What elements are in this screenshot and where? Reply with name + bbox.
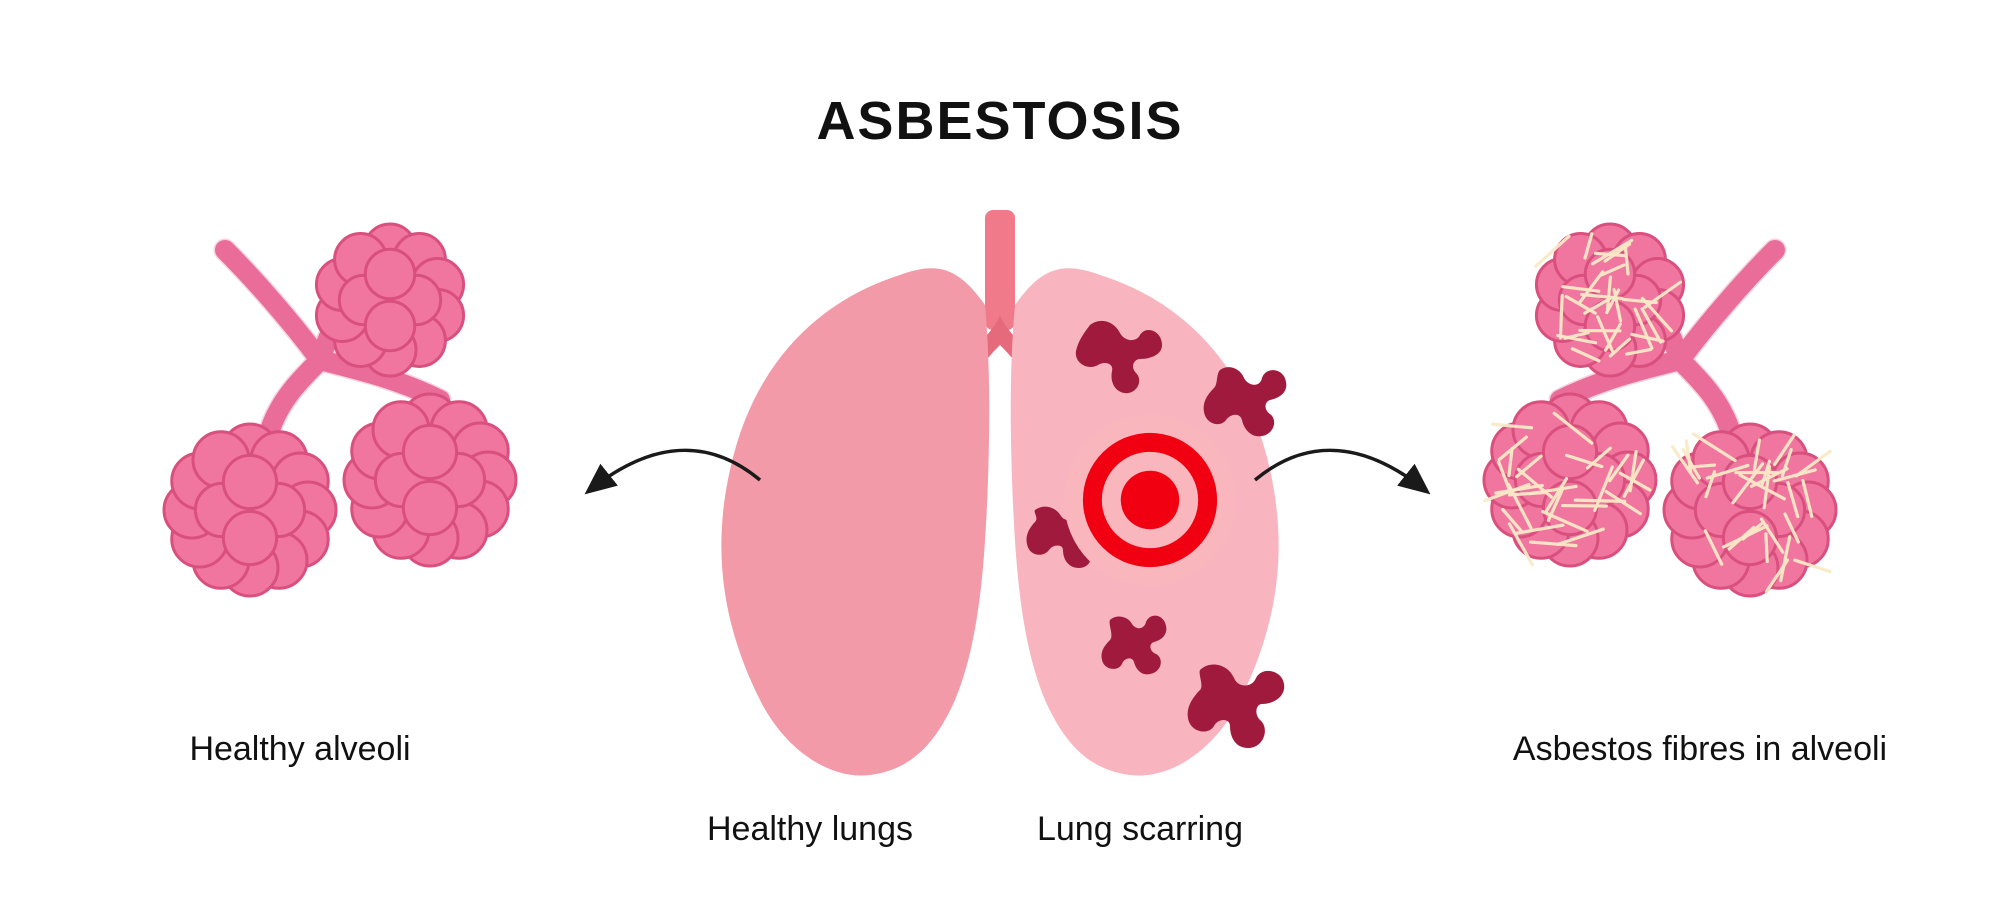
alveoli-cluster [344, 394, 516, 566]
infographic-stage: ASBESTOSIS Healthy alveoli Healthy lungs… [0, 0, 2000, 909]
callout-arrows [590, 450, 1425, 490]
alveoli-cluster [316, 224, 463, 376]
alveoli-cluster [1484, 394, 1656, 566]
label-asbestos-fibres: Asbestos fibres in alveoli [1460, 730, 1940, 769]
alveolus-sac [365, 301, 414, 350]
alveolus-sac [223, 511, 276, 564]
alveoli-cluster [1536, 224, 1684, 376]
asbestos-fibre [1575, 500, 1624, 501]
alveolus-sac [403, 481, 456, 534]
label-healthy-alveoli: Healthy alveoli [150, 730, 450, 769]
alveolus-sac [365, 249, 414, 298]
asbestos-alveoli-group [1484, 224, 1836, 596]
alveolus-sac [223, 455, 276, 508]
alveoli-cluster [1664, 424, 1836, 596]
asbestos-fibre [1766, 534, 1767, 562]
inflammation-target [1064, 414, 1236, 586]
asbestos-fibre [1688, 465, 1714, 467]
asbestos-fibre [1560, 296, 1562, 338]
diagram-canvas [0, 0, 2000, 909]
healthy-alveoli-group [164, 224, 516, 596]
alveolus-sac [1543, 425, 1596, 478]
right-callout-arrow [1255, 450, 1425, 490]
alveolus-sac [1723, 511, 1776, 564]
asbestos-fibre [1563, 506, 1607, 507]
label-lung-scarring: Lung scarring [990, 810, 1290, 849]
alveoli-cluster [164, 424, 336, 596]
trachea-stem [985, 210, 1015, 330]
target-center [1121, 471, 1179, 529]
left-lung-healthy [721, 268, 989, 775]
label-healthy-lungs: Healthy lungs [660, 810, 960, 849]
alveolus-sac [403, 425, 456, 478]
